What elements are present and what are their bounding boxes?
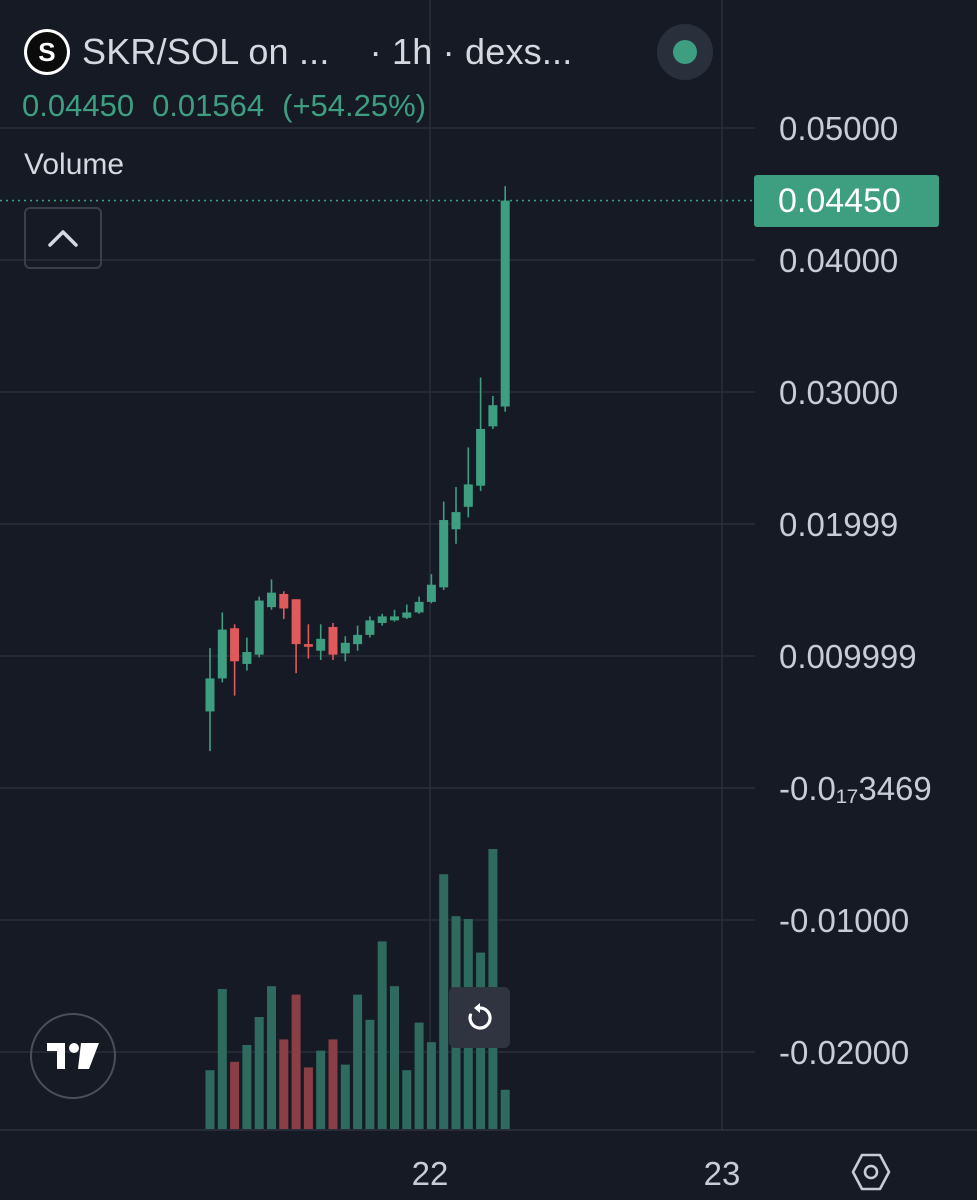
y-axis-label: -0.0₁₇3469	[779, 770, 932, 807]
tradingview-logo-icon[interactable]	[30, 1013, 116, 1099]
candle-body	[365, 620, 375, 635]
volume-bar	[426, 1042, 436, 1129]
ohlc-change: 0.01564	[152, 88, 265, 123]
chart-settings-button[interactable]	[850, 1152, 892, 1192]
volume-bar	[267, 986, 276, 1129]
volume-bar	[303, 1067, 313, 1129]
volume-bar	[230, 1061, 240, 1129]
volume-bar	[500, 1089, 510, 1129]
token-logo-letter: S	[27, 32, 67, 72]
candle-body	[377, 616, 387, 623]
candle-body	[439, 520, 449, 588]
candle-body	[217, 629, 227, 679]
candle-body	[328, 626, 338, 655]
candle-body	[303, 644, 313, 647]
settings-hexagon-icon	[851, 1153, 891, 1191]
volume-bar	[402, 1070, 412, 1129]
y-axis-label: 0.01999	[779, 506, 898, 543]
volume-bar	[439, 874, 449, 1129]
candle-body	[463, 484, 473, 507]
candle-body	[426, 584, 436, 602]
candle-body	[500, 200, 510, 407]
candle-body	[451, 512, 461, 530]
volume-bar	[242, 1045, 252, 1129]
ohlc-legend: 0.04450 0.01564 (+54.25%)	[22, 88, 426, 124]
candle-body	[390, 616, 399, 621]
ohlc-change-pct: (+54.25%)	[282, 88, 427, 123]
collapse-legend-button[interactable]	[24, 207, 102, 269]
candle-body	[230, 628, 240, 662]
volume-bar	[205, 1070, 215, 1129]
candle-body	[279, 593, 289, 609]
volume-bar	[254, 1017, 264, 1129]
candle-body	[353, 634, 363, 645]
volume-bar	[316, 1050, 326, 1129]
volume-bar	[414, 1022, 424, 1129]
y-axis-label: -0.02000	[779, 1034, 909, 1071]
candle-body	[254, 600, 264, 655]
volume-bar	[279, 1039, 289, 1129]
symbol-title[interactable]: SKR/SOL on ...	[82, 31, 330, 72]
live-status-indicator[interactable]	[657, 24, 713, 80]
volume-bar	[340, 1064, 350, 1129]
volume-bar	[217, 989, 227, 1129]
reset-chart-button[interactable]	[449, 987, 510, 1048]
y-axis-label: 0.04000	[779, 242, 898, 279]
last-price-tag: 0.04450	[754, 175, 939, 227]
reset-icon	[467, 1002, 492, 1030]
volume-indicator-label[interactable]: Volume	[24, 148, 125, 181]
volume-bar	[365, 1019, 375, 1129]
y-axis-label: 0.03000	[779, 374, 898, 411]
volume-bar	[353, 994, 363, 1129]
x-axis-label: 22	[412, 1155, 449, 1192]
chevron-up-icon	[48, 230, 78, 247]
volume-bar	[328, 1039, 338, 1129]
candle-body	[402, 612, 412, 618]
tradingview-mark	[47, 1043, 99, 1069]
volume-bar	[377, 941, 387, 1129]
candle-body	[414, 601, 424, 613]
candle-body	[316, 638, 326, 651]
y-axis-label: 0.05000	[779, 110, 898, 147]
status-dot-icon	[673, 40, 697, 64]
ohlc-close: 0.04450	[22, 88, 135, 123]
token-logo-icon: S	[24, 29, 70, 75]
y-axis-label: 0.009999	[779, 638, 917, 675]
interval-exchange[interactable]: · 1h · dexs...	[369, 31, 573, 72]
candle-body	[267, 592, 276, 608]
candle-body	[291, 599, 301, 645]
candle-body	[340, 642, 350, 654]
y-axis-label: -0.01000	[779, 902, 909, 939]
volume-bar	[390, 986, 399, 1129]
x-axis-label: 23	[704, 1155, 741, 1192]
candle-body	[476, 428, 486, 486]
volume-bar	[291, 994, 301, 1129]
candle-body	[205, 678, 215, 712]
chart-header: S SKR/SOL on ... · 1h · dexs...	[24, 28, 572, 76]
candle-body	[488, 405, 498, 427]
candle-body	[242, 652, 252, 664]
